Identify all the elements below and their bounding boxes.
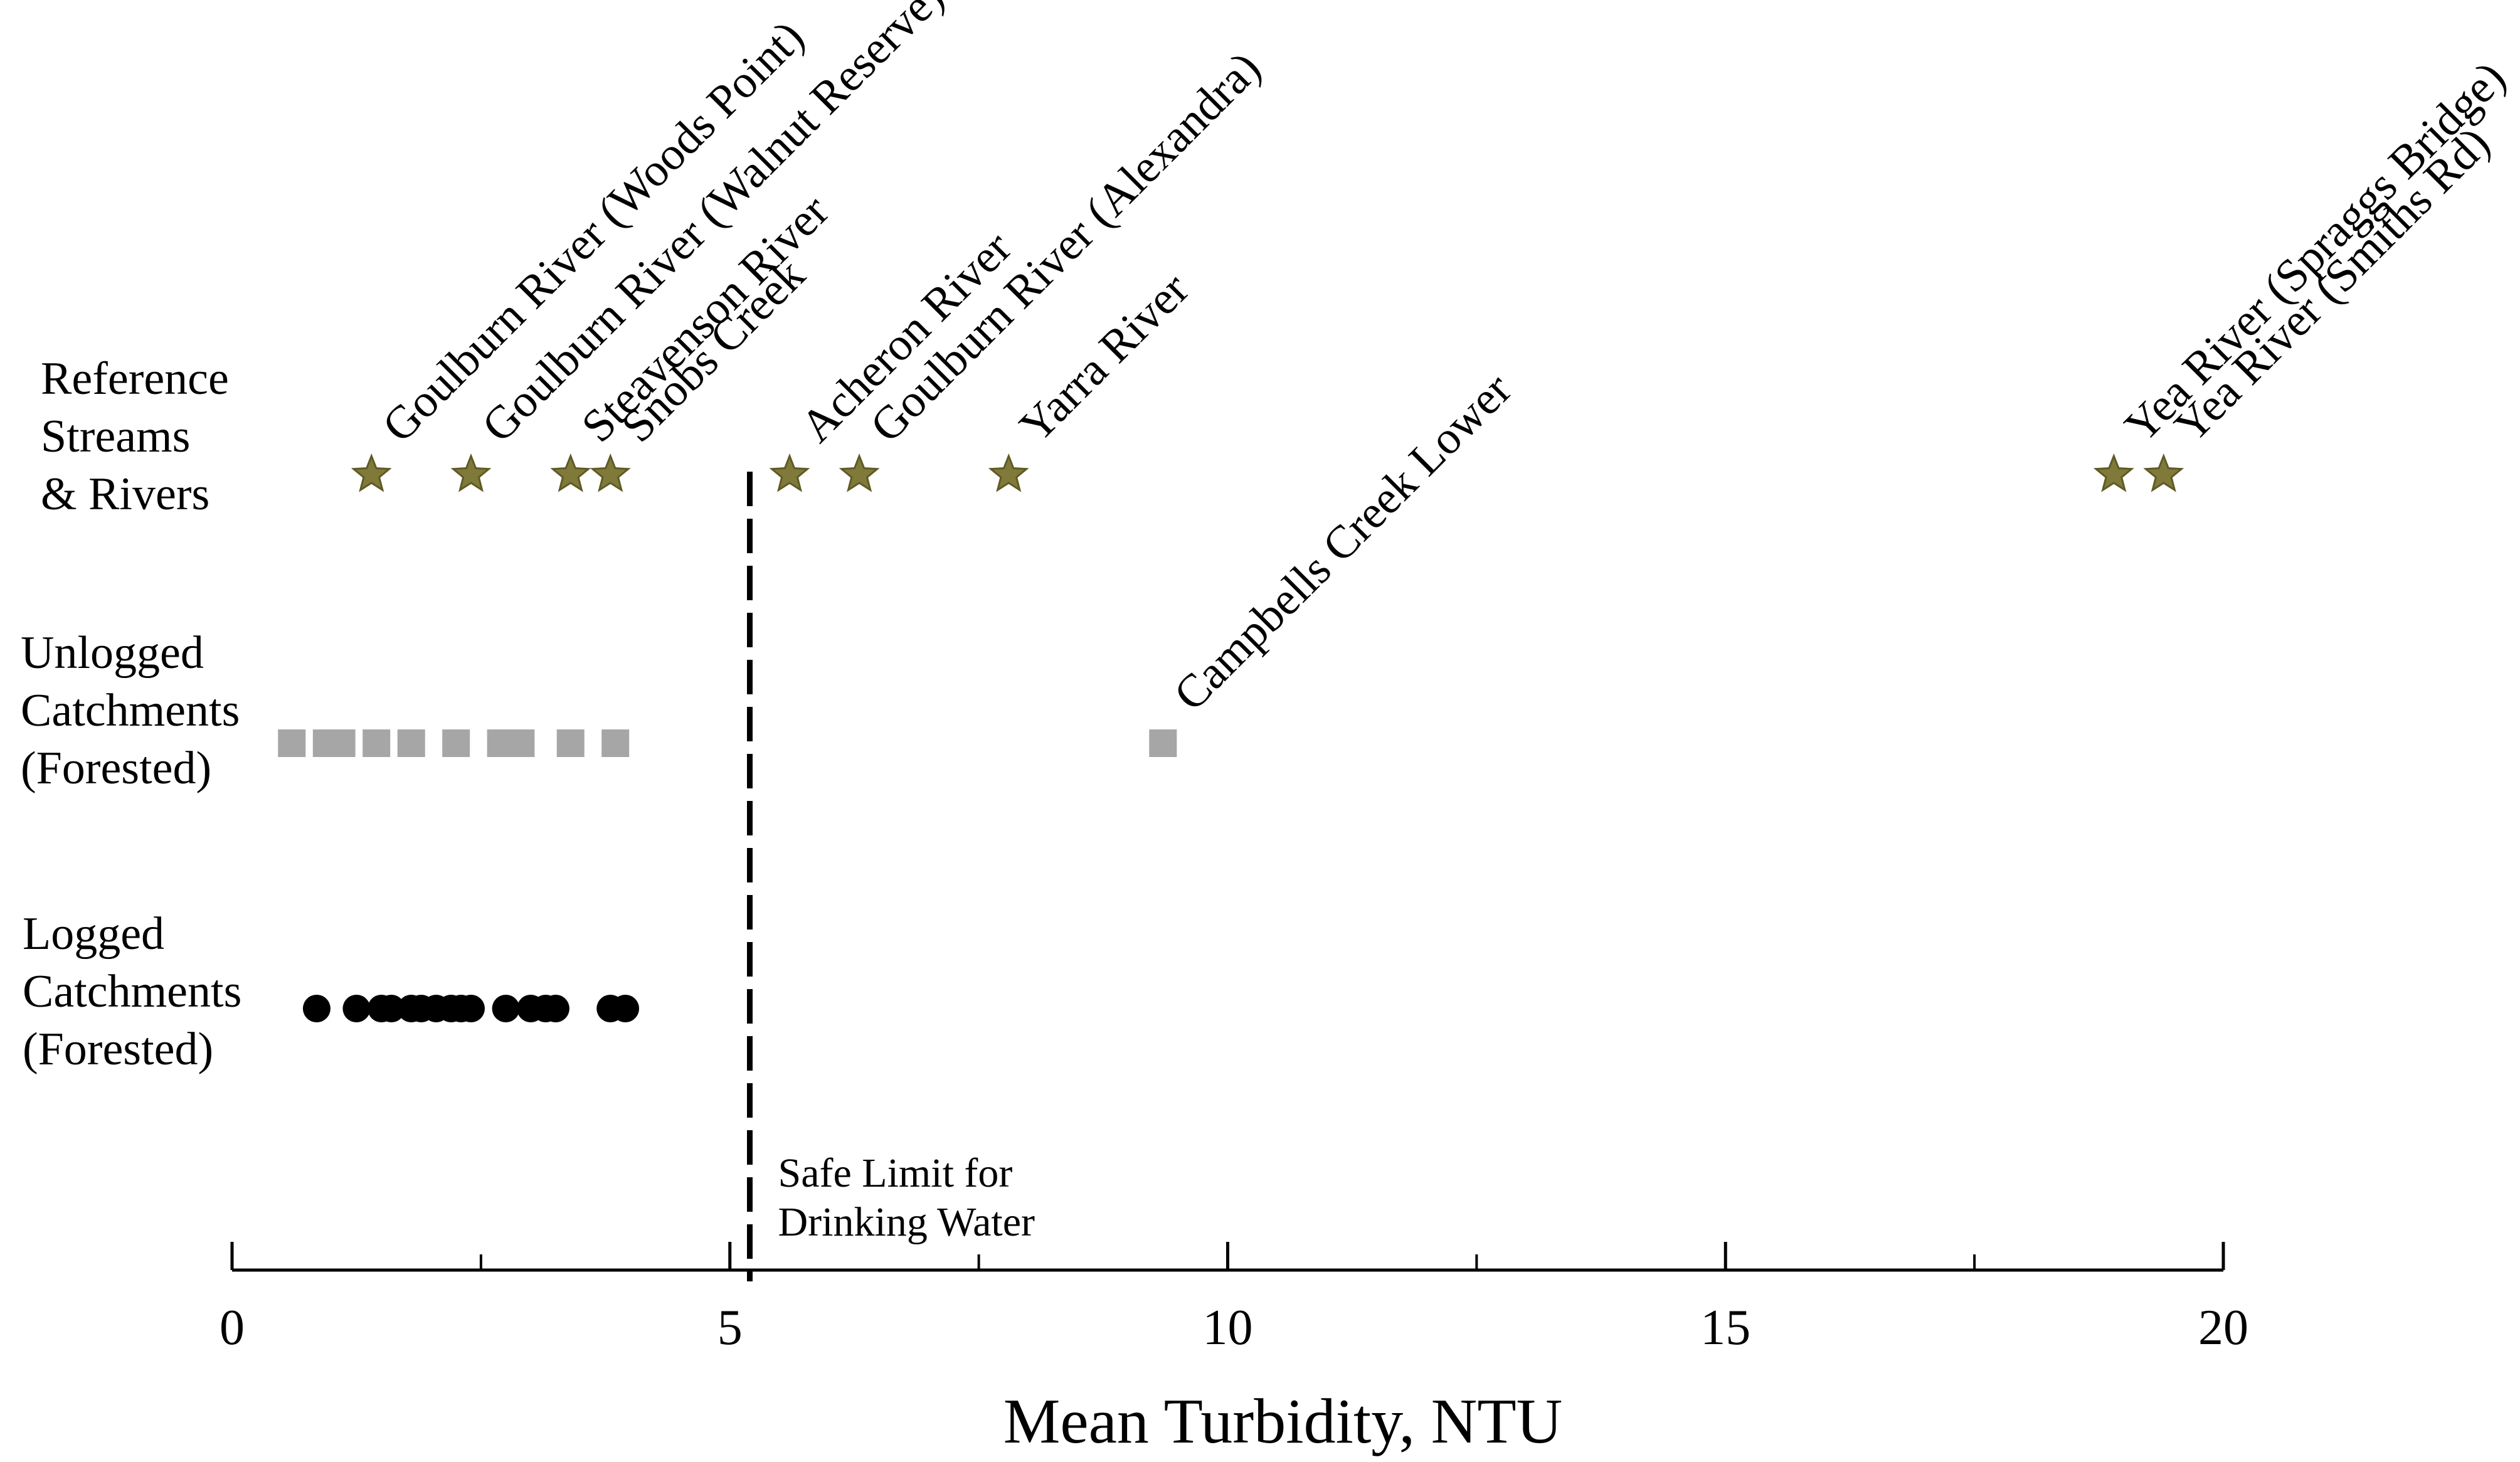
unlogged-square-point bbox=[507, 729, 535, 757]
reference-star-point bbox=[590, 453, 631, 492]
series-label-circle: Catchments bbox=[23, 966, 241, 1017]
unlogged-square-point bbox=[278, 729, 306, 757]
logged-circle-point bbox=[342, 995, 371, 1022]
series-label-star: & Rivers bbox=[41, 469, 209, 520]
x-tick-label: 5 bbox=[717, 1300, 743, 1355]
site-label: Goulburn River (Woods Point) bbox=[373, 11, 813, 452]
unlogged-square-point bbox=[1149, 729, 1177, 757]
x-axis-title: Mean Turbidity, NTU bbox=[1003, 1386, 1563, 1457]
series-label-square: Unlogged bbox=[21, 627, 204, 679]
logged-circle-point bbox=[457, 995, 485, 1022]
unlogged-square-point bbox=[397, 729, 425, 757]
unlogged-square-point bbox=[601, 729, 630, 757]
site-label: Yea River (Smiths Rd) bbox=[2165, 117, 2500, 452]
series-label-star: Reference bbox=[41, 353, 229, 405]
unlogged-square-point bbox=[442, 729, 470, 757]
x-tick-label: 15 bbox=[1700, 1300, 1750, 1355]
site-labels: Goulburn River (Woods Point)Goulburn Riv… bbox=[373, 0, 2515, 721]
logged-circle-point bbox=[611, 995, 640, 1022]
reference-star-point bbox=[351, 453, 392, 492]
safe-limit-label: Drinking Water bbox=[778, 1199, 1035, 1245]
logged-circle-point bbox=[492, 995, 520, 1022]
logged-circle-point bbox=[541, 995, 569, 1022]
series-label-square: Catchments bbox=[21, 685, 240, 736]
safe-limit-label: Safe Limit for bbox=[778, 1150, 1013, 1196]
x-tick-label: 20 bbox=[2198, 1300, 2248, 1355]
unlogged-square-point bbox=[556, 729, 585, 757]
series-label-circle: (Forested) bbox=[23, 1024, 213, 1075]
reference-star-point bbox=[450, 453, 492, 492]
series-label-square: (Forested) bbox=[21, 743, 211, 794]
x-tick-label: 10 bbox=[1203, 1300, 1253, 1355]
site-label: Campbells Creek Lower bbox=[1164, 364, 1521, 721]
reference-star-point bbox=[550, 453, 591, 492]
reference-star-point bbox=[2093, 453, 2134, 492]
x-axis: 0 5 10 15 20 Mean Turbidity, NTU bbox=[220, 1242, 2248, 1457]
reference-star-point bbox=[988, 453, 1029, 492]
unlogged-square-point bbox=[363, 729, 391, 757]
series-label-star: Streams bbox=[41, 411, 190, 462]
reference-star-point bbox=[839, 453, 880, 492]
logged-circle-point bbox=[302, 995, 331, 1022]
site-label: Yea River (Spraggs Bridge) bbox=[2115, 52, 2515, 452]
category-labels: Reference Streams & Rivers Unlogged Catchmen… bbox=[21, 353, 241, 1075]
reference-star-point bbox=[2143, 453, 2184, 492]
series-label-circle: Logged bbox=[23, 908, 164, 960]
reference-star-point bbox=[769, 453, 810, 492]
data-points bbox=[278, 453, 2184, 1022]
x-tick-label: 0 bbox=[220, 1300, 245, 1355]
unlogged-square-point bbox=[327, 729, 356, 757]
logged-circle-point bbox=[378, 995, 405, 1022]
